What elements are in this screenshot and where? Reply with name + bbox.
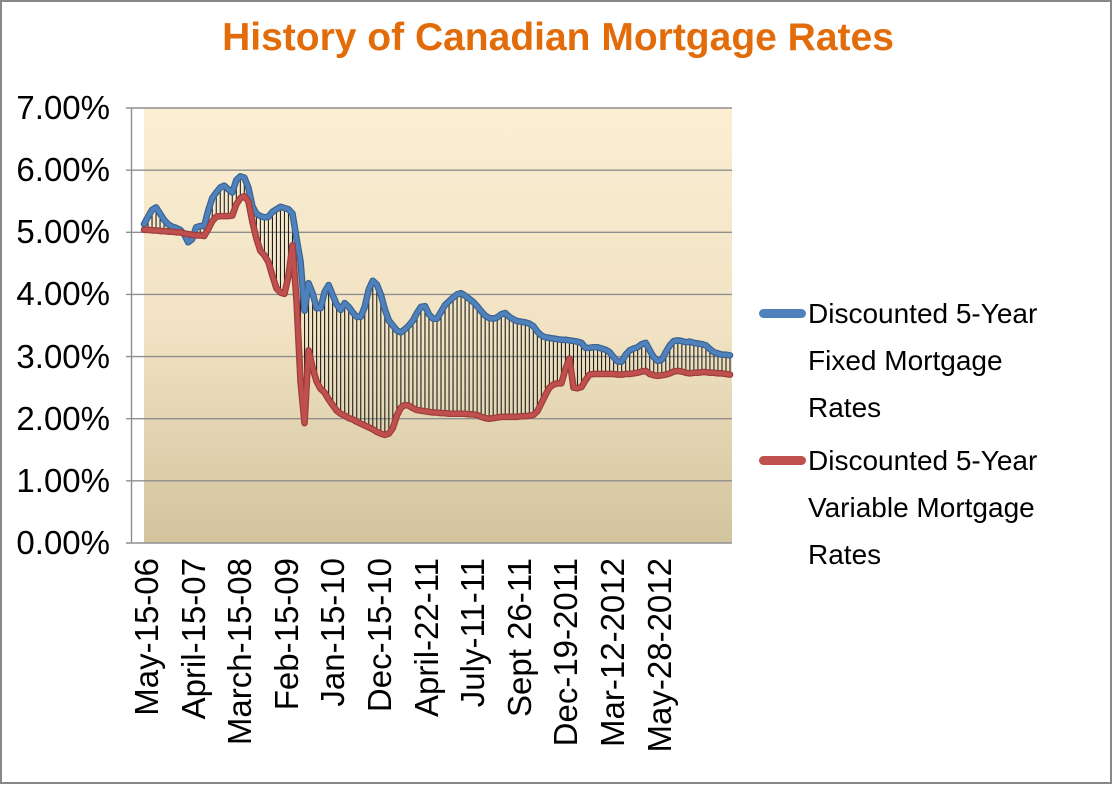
plot-background (144, 108, 732, 543)
y-axis-label: 6.00% (16, 151, 110, 189)
x-axis-label: April-15-07 (174, 558, 212, 720)
x-axis-label: Dec-19-2011 (547, 558, 585, 747)
y-axis-label: 0.00% (16, 524, 110, 561)
fixed-rate-line (141, 174, 733, 364)
x-axis-label: July-11-11 (454, 558, 492, 708)
y-axis-label: 5.00% (16, 213, 110, 251)
variable-rate-line (141, 194, 733, 437)
x-axis-label: Feb-15-09 (267, 558, 305, 711)
y-axis-label: 7.00% (16, 89, 110, 126)
y-axis-label: 4.00% (16, 275, 110, 313)
chart-title: History of Canadian Mortgage Rates (222, 16, 894, 59)
x-axis-label: Sept 26-11 (500, 558, 538, 718)
x-axis-label: May-28-2012 (640, 558, 678, 753)
x-axis-label: Dec-15-10 (361, 558, 398, 713)
high-low-lines (143, 176, 731, 435)
x-axis-label: April-22-11 (407, 558, 445, 717)
x-axis-label: May-15-06 (128, 558, 165, 716)
y-axis-label: 1.00% (16, 461, 110, 499)
y-axis-label: 3.00% (16, 337, 110, 375)
x-axis-label: Jan-15-10 (314, 558, 352, 707)
y-axis-label: 2.00% (16, 399, 110, 437)
x-axis-label: March-15-08 (221, 558, 259, 746)
x-axis-label: Mar-12-2012 (594, 558, 631, 747)
